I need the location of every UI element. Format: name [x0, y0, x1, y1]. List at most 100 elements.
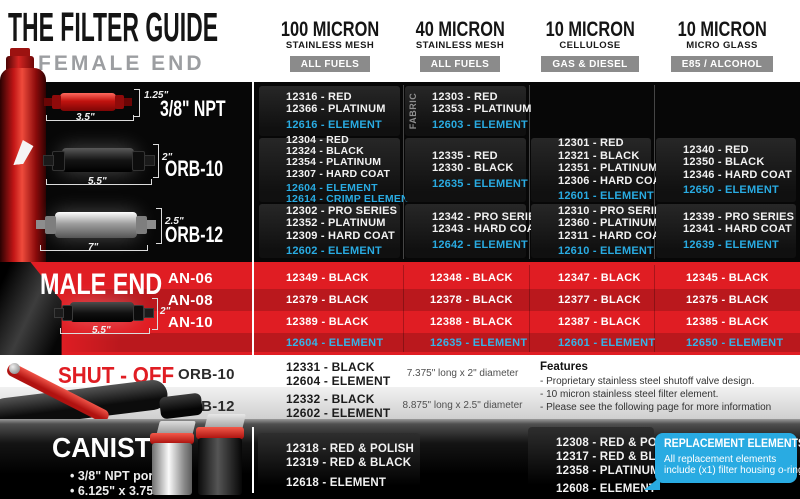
cell-orb12-40micron: 12342 - PRO SERIES 12343 - HARD COAT 126… — [405, 204, 544, 258]
cell-npt-40micron: FABRIC 12303 - RED 12353 - PLATINUM 1260… — [405, 86, 532, 136]
row-label-orb10: ORB-10 — [165, 158, 246, 180]
male-filter-image — [70, 302, 134, 322]
element-part-number: 12604 - ELEMENT — [286, 181, 378, 194]
npt-filter-endcap — [115, 95, 124, 109]
part-number: 12330 - BLACK — [432, 162, 514, 175]
male-end-title: MALE END — [40, 270, 197, 300]
row-label-orb10: ORB-10 — [178, 366, 235, 383]
cell-npt-100micron: 12316 - RED 12366 - PLATINUM 12616 - ELE… — [259, 86, 400, 136]
row-label-text: ORB-12 — [165, 222, 224, 247]
part-number: 12350 - BLACK — [683, 156, 765, 168]
part-number: 12348 - BLACK — [430, 272, 513, 284]
element-part-number: 12642 - ELEMENT — [432, 238, 528, 251]
column-title: 100 MICRON — [255, 19, 405, 40]
part-number: 12301 - RED — [558, 137, 624, 150]
row-label-text: AN-08 — [168, 291, 213, 309]
element-part-number: 12601 - ELEMENT — [558, 337, 656, 349]
orb10-filter-stub — [144, 155, 155, 166]
dimension-label: 5.5" — [92, 325, 111, 336]
part-number: 12310 - PRO SERIES — [558, 204, 670, 217]
column-divider — [654, 265, 655, 352]
element-part-number: 12618 - ELEMENT — [286, 477, 387, 489]
part-number: 12349 - BLACK — [286, 272, 369, 284]
dimension-label: 2.5" — [165, 216, 184, 227]
cell-orb10-100micron: 12304 - RED 12324 - BLACK 12354 - PLATIN… — [259, 133, 416, 206]
male-end-section: MALE END AN-06 AN-08 AN-10 5.5" 2" 12349… — [0, 262, 800, 355]
dimension-label: 1.25" — [144, 90, 169, 101]
dimension-label: 2" — [162, 152, 173, 163]
replacement-elements-callout: REPLACEMENT ELEMENTS All replacement ele… — [655, 433, 800, 483]
label-column-divider — [252, 427, 254, 493]
dimension-note: 7.375" long x 2" diameter — [406, 368, 519, 379]
feature-item: - 10 micron stainless steel filter eleme… — [540, 389, 719, 400]
dimension-line — [152, 298, 158, 330]
row-label-text: AN-10 — [168, 313, 213, 331]
male-filter-stub — [144, 308, 154, 318]
part-number: 12342 - PRO SERIES — [432, 210, 544, 223]
row-label-npt: 3/8" NPT — [160, 98, 251, 120]
element-part-number: 12604 - ELEMENT — [286, 374, 391, 388]
fabric-note: FABRIC — [408, 92, 418, 130]
column-title-text: 10 MICRON — [677, 18, 767, 41]
element-part-number: 12616 - ELEMENT — [286, 118, 382, 131]
callout-line: include (x1) filter housing o-ring — [664, 465, 800, 476]
part-number: 12354 - PLATINUM — [286, 156, 382, 169]
black-canister-image — [198, 438, 242, 495]
dimension-label: 7" — [88, 242, 99, 253]
canister-section: CANISTER • 3/8" NPT ports. • 6.125" x 3.… — [0, 414, 800, 499]
fuel-badge: ALL FUELS — [289, 56, 371, 72]
part-number: 12331 - BLACK — [286, 360, 375, 374]
element-part-number: 12608 - ELEMENT — [556, 483, 657, 495]
row-label-orb12: ORB-12 — [165, 224, 246, 246]
part-number: 12366 - PLATINUM — [286, 103, 386, 116]
cell-orb12-100micron: 12302 - PRO SERIES 12352 - PLATINUM 1230… — [259, 204, 400, 258]
element-part-number: 12639 - ELEMENT — [683, 238, 779, 251]
column-divider — [654, 85, 655, 259]
column-divider — [403, 265, 404, 352]
fuel-badge: ALL FUELS — [419, 56, 501, 72]
part-number: 12339 - PRO SERIES — [683, 210, 795, 223]
part-number: 12303 - RED — [432, 90, 498, 103]
element-part-number: 12614 - CRIMP ELEMENT — [286, 193, 416, 206]
element-part-number: 12604 - ELEMENT — [286, 337, 384, 349]
element-part-number: 12610 - ELEMENT — [558, 245, 654, 257]
dimension-line — [60, 328, 150, 334]
npt-filter-image — [60, 93, 116, 111]
male-filter-stub — [54, 308, 64, 318]
part-number: 12319 - RED & BLACK — [286, 457, 412, 469]
feature-item: - Please see the following page for more… — [540, 402, 772, 413]
orb12-filter-endcap — [136, 216, 147, 234]
part-number: 12353 - PLATINUM — [432, 103, 532, 116]
part-number: 12346 - HARD COAT — [683, 168, 792, 181]
part-number: 12324 - BLACK — [286, 144, 364, 157]
cell-orb12-microglass: 12339 - PRO SERIES 12341 - HARD COAT 126… — [656, 204, 796, 258]
column-divider — [529, 265, 530, 352]
cell-orb10-microglass: 12340 - RED 12350 - BLACK 12346 - HARD C… — [656, 138, 796, 202]
npt-filter-stub — [44, 98, 52, 106]
dimension-line — [40, 245, 148, 251]
column-divider — [529, 85, 530, 259]
part-number: 12352 - PLATINUM — [286, 217, 386, 229]
callout-title: REPLACEMENT ELEMENTS — [664, 438, 800, 450]
column-title: 10 MICRON — [647, 18, 797, 41]
element-part-number: 12635 - ELEMENT — [430, 337, 528, 349]
cell-orb10-40micron: 12335 - RED 12330 - BLACK 12635 - ELEMEN… — [405, 138, 528, 202]
part-number: 12304 - RED — [286, 133, 349, 146]
male-end-title-text: MALE END — [40, 268, 163, 301]
female-end-section: 3/8" NPT 3.5" 1.25" 12316 - RED 12366 - … — [0, 48, 800, 262]
fuel-badge: E85 / ALCOHOL — [670, 56, 774, 72]
fuel-badge: GAS & DIESEL — [541, 56, 639, 72]
part-number: 12379 - BLACK — [286, 294, 369, 306]
part-number: 12332 - BLACK — [286, 392, 375, 406]
silver-canister-image — [152, 443, 192, 495]
shut-off-section: SHUT - OFF ORB-10 ORB-12 12331 - BLACK 1… — [0, 355, 800, 430]
row-stripe — [0, 333, 800, 352]
silver-canister-cap-image — [150, 433, 194, 444]
part-number: 12306 - HARD COAT — [558, 174, 667, 187]
orb10-filter-stub — [43, 155, 54, 166]
features-title: Features — [540, 361, 588, 373]
part-number: 12388 - BLACK — [430, 316, 513, 328]
part-number: 12347 - BLACK — [558, 272, 641, 284]
npt-filter-stub — [124, 98, 132, 106]
element-part-number: 12601 - ELEMENT — [558, 190, 654, 203]
